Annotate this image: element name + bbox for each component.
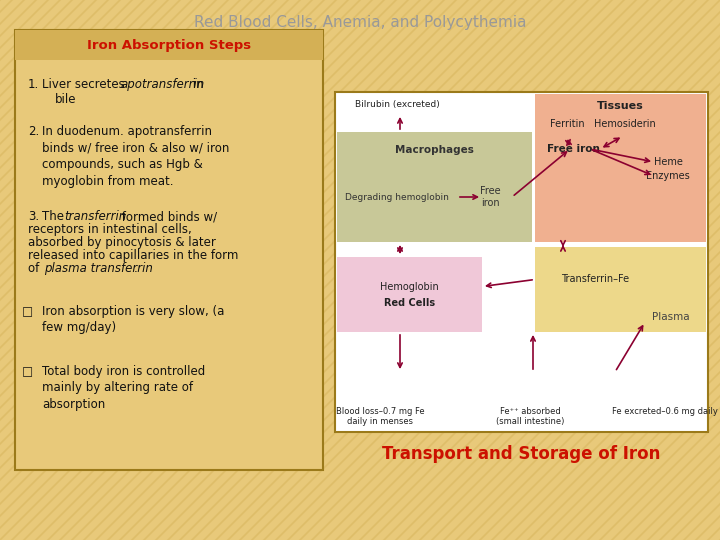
Text: Bilrubin (excreted): Bilrubin (excreted) [355, 99, 440, 109]
Text: Total body iron is controlled
mainly by altering rate of
absorption: Total body iron is controlled mainly by … [42, 365, 205, 411]
Text: Heme: Heme [654, 157, 683, 167]
Text: Liver secretes: Liver secretes [42, 78, 128, 91]
Text: apotransferrin: apotransferrin [121, 78, 205, 91]
Text: 3.: 3. [28, 210, 39, 223]
Text: .: . [134, 262, 138, 275]
FancyBboxPatch shape [15, 30, 323, 470]
Text: Fe excreted–0.6 mg daily: Fe excreted–0.6 mg daily [612, 407, 718, 416]
Text: formed binds w/: formed binds w/ [118, 210, 217, 223]
Text: Free
iron: Free iron [480, 186, 500, 208]
Text: Macrophages: Macrophages [395, 145, 474, 155]
Text: Degrading hemoglobin: Degrading hemoglobin [345, 192, 449, 201]
Text: Transferrin–Fe: Transferrin–Fe [561, 274, 629, 285]
Text: Red Cells: Red Cells [384, 298, 435, 307]
Text: Plasma: Plasma [652, 312, 690, 322]
Text: Fe⁺⁺ absorbed
(small intestine): Fe⁺⁺ absorbed (small intestine) [496, 407, 564, 427]
FancyBboxPatch shape [535, 247, 706, 332]
Text: □: □ [22, 365, 33, 378]
Text: Red Blood Cells, Anemia, and Polycythemia: Red Blood Cells, Anemia, and Polycythemi… [194, 15, 526, 30]
FancyBboxPatch shape [337, 257, 482, 332]
Text: of: of [28, 262, 43, 275]
Text: Iron absorption is very slow, (a
few mg/day): Iron absorption is very slow, (a few mg/… [42, 305, 225, 334]
Text: The: The [42, 210, 68, 223]
FancyBboxPatch shape [15, 30, 323, 60]
Text: Transport and Storage of Iron: Transport and Storage of Iron [382, 445, 661, 463]
Text: Hemosiderin: Hemosiderin [594, 119, 656, 129]
Text: receptors in intestinal cells,: receptors in intestinal cells, [28, 223, 192, 236]
Text: In duodenum. apotransferrin
binds w/ free iron & also w/ iron
compounds, such as: In duodenum. apotransferrin binds w/ fre… [42, 125, 230, 187]
Text: 2.: 2. [28, 125, 40, 138]
Text: □: □ [22, 305, 33, 318]
Text: Hemoglobin: Hemoglobin [380, 281, 439, 292]
Text: Iron Absorption Steps: Iron Absorption Steps [87, 38, 251, 51]
Text: released into capillaries in the form: released into capillaries in the form [28, 249, 238, 262]
FancyBboxPatch shape [337, 132, 532, 242]
Text: bile: bile [55, 93, 76, 106]
Text: Tissues: Tissues [597, 101, 644, 111]
Text: absorbed by pinocytosis & later: absorbed by pinocytosis & later [28, 236, 216, 249]
Text: 1.: 1. [28, 78, 40, 91]
FancyBboxPatch shape [535, 94, 706, 242]
Text: Free iron: Free iron [547, 144, 600, 154]
Text: Blood loss–0.7 mg Fe
daily in menses: Blood loss–0.7 mg Fe daily in menses [336, 407, 424, 427]
Text: Enzymes: Enzymes [646, 171, 690, 181]
FancyBboxPatch shape [335, 92, 708, 432]
Text: Ferritin: Ferritin [549, 119, 585, 129]
Text: transferrin: transferrin [64, 210, 126, 223]
Text: in: in [189, 78, 204, 91]
Text: plasma transferrin: plasma transferrin [44, 262, 153, 275]
